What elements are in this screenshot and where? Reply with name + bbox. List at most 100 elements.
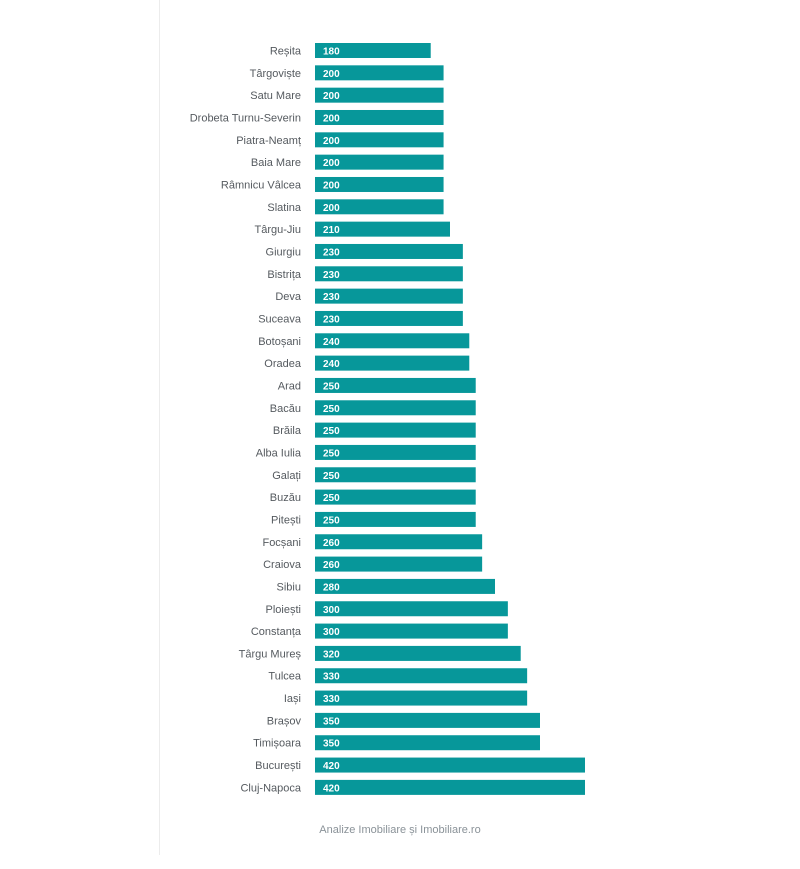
- left-divider: [159, 0, 160, 855]
- bar: [315, 109, 444, 125]
- bar: [315, 578, 495, 594]
- bar: [315, 154, 444, 170]
- category-label: Râmnicu Vâlcea: [221, 179, 302, 191]
- value-label: 250: [323, 493, 340, 504]
- category-label: Piatra-Neamț: [236, 135, 301, 147]
- category-label: Timișoara: [253, 738, 302, 750]
- category-label: Brăila: [273, 425, 302, 437]
- bar: [315, 355, 470, 371]
- value-label: 280: [323, 582, 340, 593]
- value-label: 180: [323, 47, 340, 58]
- source-footnote: Analize Imobiliare și Imobiliare.ro: [319, 824, 481, 836]
- category-label: Târgu Mureș: [239, 648, 302, 660]
- category-label: Drobeta Turnu-Severin: [190, 112, 301, 124]
- bar: [315, 132, 444, 148]
- category-label: Galați: [272, 470, 301, 482]
- bar: [315, 288, 463, 304]
- bar: [315, 377, 476, 393]
- value-label: 200: [323, 113, 340, 124]
- category-label: Reșita: [270, 46, 302, 58]
- value-label: 200: [323, 180, 340, 191]
- category-label: Sibiu: [277, 581, 301, 593]
- category-label: Buzău: [270, 492, 301, 504]
- category-label: Cluj-Napoca: [240, 782, 301, 794]
- category-label: Bacău: [270, 403, 301, 415]
- bar: [315, 511, 476, 527]
- category-label: Ploiești: [266, 604, 301, 616]
- value-label: 200: [323, 69, 340, 80]
- value-label: 250: [323, 448, 340, 459]
- value-label: 240: [323, 337, 340, 348]
- category-label: Târgu-Jiu: [255, 224, 301, 236]
- bar: [315, 645, 521, 661]
- bar: [315, 623, 508, 639]
- value-label: 200: [323, 203, 340, 214]
- bar: [315, 65, 444, 81]
- bar-chart: Reșita 180 Târgoviște 200 Satu Mare 200 Drobet…: [190, 43, 585, 795]
- value-label: 250: [323, 404, 340, 415]
- category-label: Baia Mare: [251, 157, 301, 169]
- bar: [315, 489, 476, 505]
- bar: [315, 400, 476, 416]
- bar: [315, 601, 508, 617]
- value-label: 320: [323, 649, 340, 660]
- value-label: 200: [323, 158, 340, 169]
- value-label: 200: [323, 91, 340, 102]
- value-label: 230: [323, 270, 340, 281]
- value-label: 250: [323, 471, 340, 482]
- value-label: 230: [323, 314, 340, 325]
- bar: [315, 243, 463, 259]
- value-label: 230: [323, 292, 340, 303]
- value-label: 250: [323, 515, 340, 526]
- bar: [315, 333, 470, 349]
- value-label: 210: [323, 225, 340, 236]
- bar: [315, 87, 444, 103]
- bar: [315, 668, 528, 684]
- value-label: 260: [323, 538, 340, 549]
- category-label: Craiova: [263, 559, 302, 571]
- category-label: Bistrița: [267, 269, 302, 281]
- bar: [315, 712, 540, 728]
- value-label: 350: [323, 716, 340, 727]
- bar: [315, 779, 585, 795]
- bar: [315, 444, 476, 460]
- bar: [315, 176, 444, 192]
- value-label: 200: [323, 136, 340, 147]
- category-label: Oradea: [264, 358, 302, 370]
- bar: [315, 690, 528, 706]
- category-label: Deva: [275, 291, 302, 303]
- bar: [315, 43, 431, 58]
- bar: [315, 757, 585, 773]
- category-label: Arad: [278, 380, 301, 392]
- bar: [315, 534, 483, 550]
- bar: [315, 266, 463, 282]
- category-label: Giurgiu: [266, 246, 301, 258]
- category-label: Alba Iulia: [256, 447, 302, 459]
- bar: [315, 199, 444, 215]
- category-label: Satu Mare: [250, 90, 301, 102]
- bar: [315, 310, 463, 326]
- value-label: 250: [323, 381, 340, 392]
- category-label: Brașov: [267, 715, 302, 727]
- bar: [315, 556, 483, 572]
- value-label: 300: [323, 627, 340, 638]
- bar: [315, 735, 540, 751]
- category-label: Tulcea: [268, 671, 301, 683]
- category-label: Constanța: [251, 626, 302, 638]
- category-label: București: [255, 760, 301, 772]
- bar: [315, 221, 450, 237]
- category-label: Pitești: [271, 514, 301, 526]
- category-label: Focșani: [262, 537, 301, 549]
- bar: [315, 422, 476, 438]
- category-label: Iași: [284, 693, 301, 705]
- value-label: 250: [323, 426, 340, 437]
- category-label: Slatina: [267, 202, 302, 214]
- bar: [315, 467, 476, 483]
- value-label: 230: [323, 247, 340, 258]
- category-label: Târgoviște: [250, 68, 301, 80]
- value-label: 420: [323, 783, 340, 794]
- value-label: 260: [323, 560, 340, 571]
- value-label: 330: [323, 694, 340, 705]
- value-label: 330: [323, 672, 340, 683]
